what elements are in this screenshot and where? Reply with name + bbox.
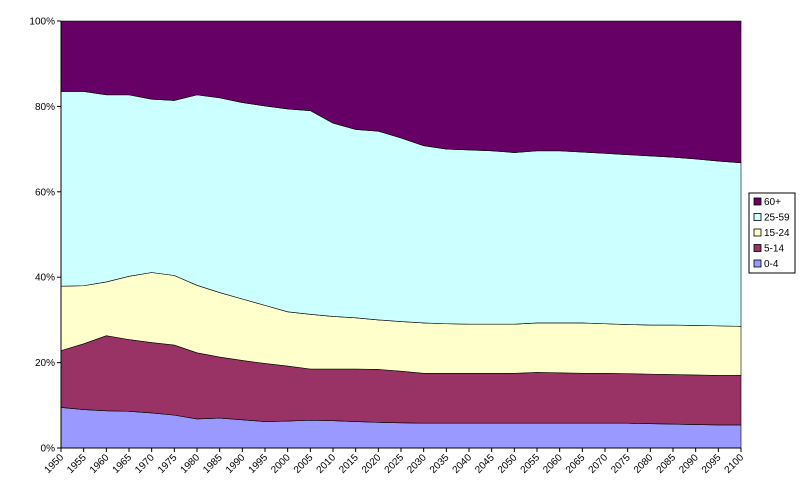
legend-label: 25-59: [764, 213, 790, 224]
y-tick-label: 40%: [35, 273, 55, 284]
legend-swatch: [753, 213, 762, 221]
y-tick-label: 100%: [29, 17, 55, 28]
y-tick-label: 20%: [35, 358, 55, 369]
legend-swatch: [753, 197, 762, 206]
legend-swatch: [753, 259, 762, 268]
y-tick-label: 80%: [35, 102, 55, 113]
legend: 60+ 25-59 15-24 5-14 0-4: [748, 192, 796, 274]
y-axis: 0% 20% 40% 60% 80% 100%: [29, 17, 62, 455]
legend-label: 15-24: [764, 228, 790, 239]
area-series-60plus: [60, 20, 742, 164]
legend-label: 0-4: [764, 259, 779, 270]
legend-label: 60+: [764, 197, 781, 208]
plot-area: [60, 20, 742, 449]
y-tick-label: 0%: [41, 444, 56, 455]
legend-swatch: [753, 228, 762, 237]
legend-swatch: [753, 244, 762, 252]
y-tick-label: 60%: [35, 187, 55, 198]
legend-label: 5-14: [764, 244, 784, 255]
